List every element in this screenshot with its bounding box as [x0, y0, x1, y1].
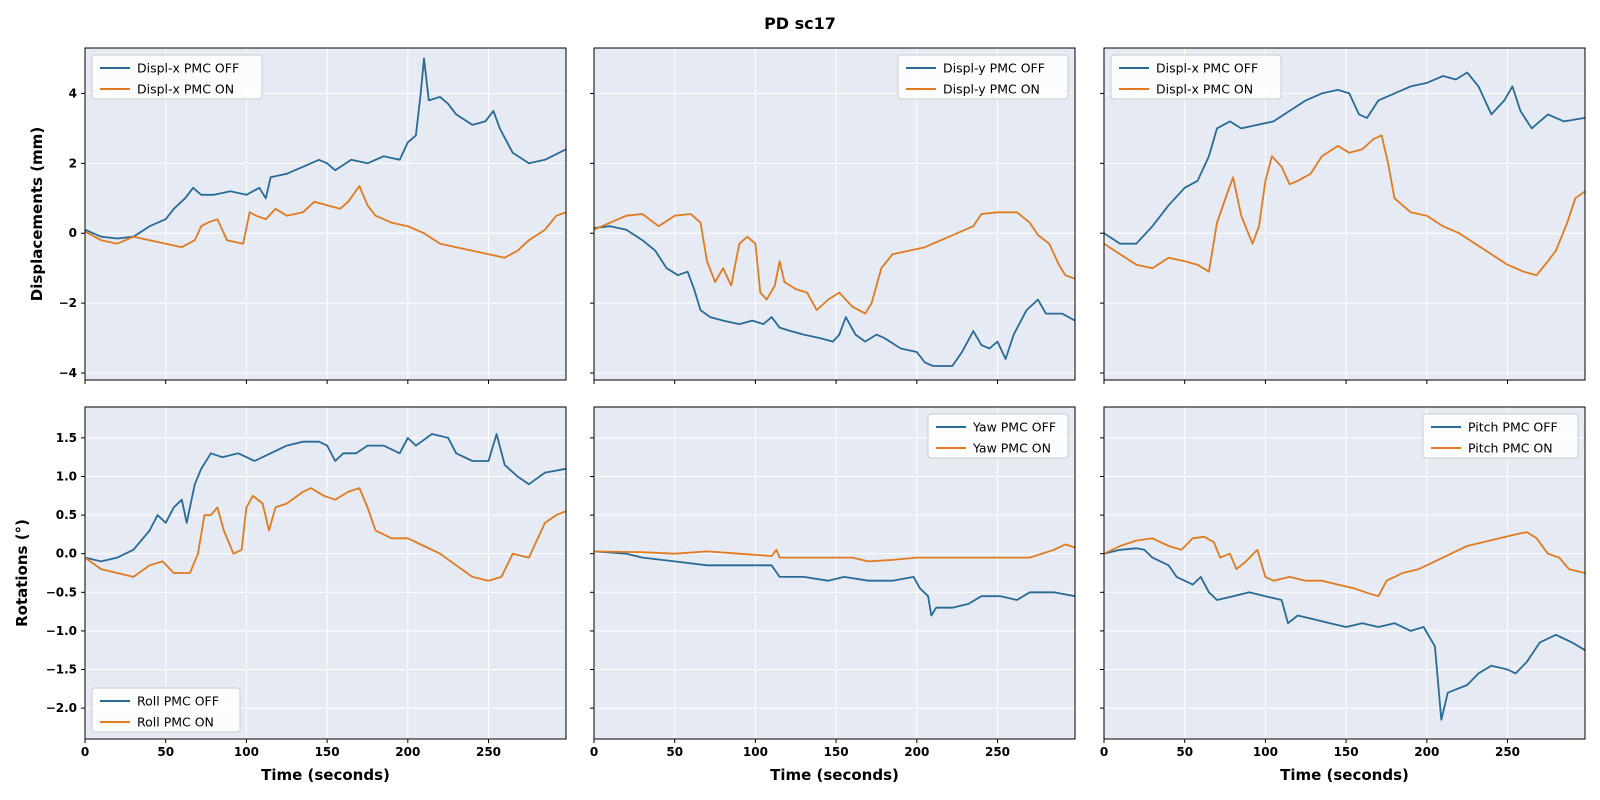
panel-4-xtick-label: 50 — [157, 745, 174, 759]
panel-6-xtick-label: 250 — [1495, 745, 1520, 759]
panel-4-legend-label: Roll PMC OFF — [137, 694, 219, 709]
panel-1-ytick-label: 4 — [69, 86, 77, 100]
figure-title: PD sc17 — [764, 14, 836, 33]
panel-5-series-on-line — [594, 543, 1075, 563]
panel-5-xtick-label: 150 — [824, 745, 849, 759]
panel-3-legend: Displ-x PMC OFF Displ-x PMC ON — [1110, 54, 1282, 100]
panel-5-legend-label: Yaw PMC OFF — [972, 420, 1056, 435]
panel-4-legend: Roll PMC OFF Roll PMC ON — [91, 687, 241, 733]
panel-1-series-off-line — [85, 57, 566, 240]
panel-4-xtick-label: 250 — [476, 745, 501, 759]
panel-6-xtick-label: 0 — [1100, 745, 1108, 759]
panel-4-xtick-label: 150 — [315, 745, 340, 759]
panel-6-legend-box — [1422, 413, 1579, 459]
panel-6-frame — [1103, 406, 1586, 740]
panel-2-legend-box — [897, 54, 1069, 100]
panel-6-series-off-line — [1104, 547, 1585, 721]
panel-6-series-on-line — [1104, 531, 1585, 598]
panel-3-legend-label: Displ-x PMC OFF — [1156, 61, 1258, 76]
panel-4-ytick-label: 1.5 — [56, 431, 77, 445]
panel-2-frame — [593, 47, 1076, 381]
panel-4-ytick-label: −2.0 — [46, 701, 77, 715]
panel-6-legend: Pitch PMC OFF Pitch PMC ON — [1422, 413, 1579, 459]
panel-3-frame — [1103, 47, 1586, 381]
panel-1-frame — [84, 47, 567, 381]
panel-4-ytick-label: 0.5 — [56, 508, 77, 522]
panel-4-ytick-label: −1.0 — [46, 624, 77, 638]
panel-6-legend-label: Pitch PMC ON — [1468, 441, 1553, 456]
panel-5-xtick-label: 200 — [904, 745, 929, 759]
panel-4-xtick-label: 200 — [395, 745, 420, 759]
panel-4-background — [85, 407, 566, 739]
panel-5-legend: Yaw PMC OFF Yaw PMC ON — [927, 413, 1069, 459]
panel-1-ytick-label: 2 — [69, 156, 77, 170]
panel-4-ytick-label: 1.0 — [56, 469, 77, 483]
panel-6: 0 50 100 150 200 250 Time (seconds) Pitch PMC O… — [1100, 406, 1586, 784]
panel-5: 0 50 100 150 200 250 Time (seconds) Yaw PMC OFF… — [590, 406, 1076, 784]
panel-1-legend-box — [91, 54, 263, 100]
panel-4-xlabel: Time (seconds) — [261, 766, 390, 784]
panel-4-ytick-label: 0.0 — [56, 547, 77, 561]
panel-6-xtick-label: 50 — [1176, 745, 1193, 759]
panel-6-background — [1104, 407, 1585, 739]
panel-4-xtick-label: 100 — [234, 745, 259, 759]
panel-4-legend-label: Roll PMC ON — [137, 715, 214, 730]
panel-1-series-on-line — [85, 185, 566, 259]
panel-2-legend: Displ-y PMC OFF Displ-y PMC ON — [897, 54, 1069, 100]
panel-5-xtick-label: 100 — [743, 745, 768, 759]
panel-2-legend-label: Displ-y PMC ON — [943, 82, 1040, 97]
panel-1-legend: Displ-x PMC OFF Displ-x PMC ON — [91, 54, 263, 100]
panel-4-series-on-line — [85, 487, 566, 582]
panel-4-series-off-line — [85, 433, 566, 563]
panel-2-legend-label: Displ-y PMC OFF — [943, 61, 1045, 76]
panel-5-xtick-label: 50 — [666, 745, 683, 759]
panel-6-xtick-label: 150 — [1334, 745, 1359, 759]
panel-5-frame — [593, 406, 1076, 740]
panel-1-background — [85, 48, 566, 380]
panel-6-xtick-label: 100 — [1253, 745, 1278, 759]
panel-1-legend-label: Displ-x PMC OFF — [137, 61, 239, 76]
panel-1-legend-label: Displ-x PMC ON — [137, 82, 234, 97]
panel-4-xtick-label: 0 — [81, 745, 89, 759]
panel-1-ytick-label: 0 — [69, 226, 77, 240]
panel-3: Displ-x PMC OFF Displ-x PMC ON — [1100, 47, 1586, 384]
panel-6-xlabel: Time (seconds) — [1280, 766, 1409, 784]
panel-3-series-on-line — [1104, 134, 1585, 277]
panel-3-background — [1104, 48, 1585, 380]
panel-1-ytick-label: −2 — [59, 296, 77, 310]
panel-2-background — [594, 48, 1075, 380]
panel-6-legend-label: Pitch PMC OFF — [1468, 420, 1558, 435]
panel-5-xlabel: Time (seconds) — [770, 766, 899, 784]
panel-4-ytick-label: −1.5 — [46, 663, 77, 677]
panel-4-frame — [84, 406, 567, 740]
panel-4-ytick-label: −0.5 — [46, 585, 77, 599]
panel-5-legend-label: Yaw PMC ON — [972, 441, 1051, 456]
panel-1: −4 −2 0 2 4 Displacements (mm) Displ-x PMC OFF… — [28, 47, 567, 384]
panel-6-xtick-label: 200 — [1414, 745, 1439, 759]
panel-5-xtick-label: 250 — [985, 745, 1010, 759]
panel-5-series-off-line — [594, 550, 1075, 617]
panel-3-legend-box — [1110, 54, 1282, 100]
panel-2-series-on-line — [594, 211, 1075, 315]
panel-5-background — [594, 407, 1075, 739]
panel-4-ylabel: Rotations (°) — [13, 519, 31, 627]
panel-5-xtick-label: 0 — [590, 745, 598, 759]
panel-1-ytick-label: −4 — [59, 366, 77, 380]
panel-3-legend-label: Displ-x PMC ON — [1156, 82, 1253, 97]
panel-2-series-off-line — [594, 225, 1075, 367]
panel-4: 0 50 100 150 200 250 −2.0 −1.5 −1.0 −0.5 0.0 0.5 1.0… — [13, 406, 567, 784]
panel-3-series-off-line — [1104, 71, 1585, 245]
panel-2: Displ-y PMC OFF Displ-y PMC ON — [590, 47, 1076, 384]
panel-1-ylabel: Displacements (mm) — [28, 127, 46, 301]
